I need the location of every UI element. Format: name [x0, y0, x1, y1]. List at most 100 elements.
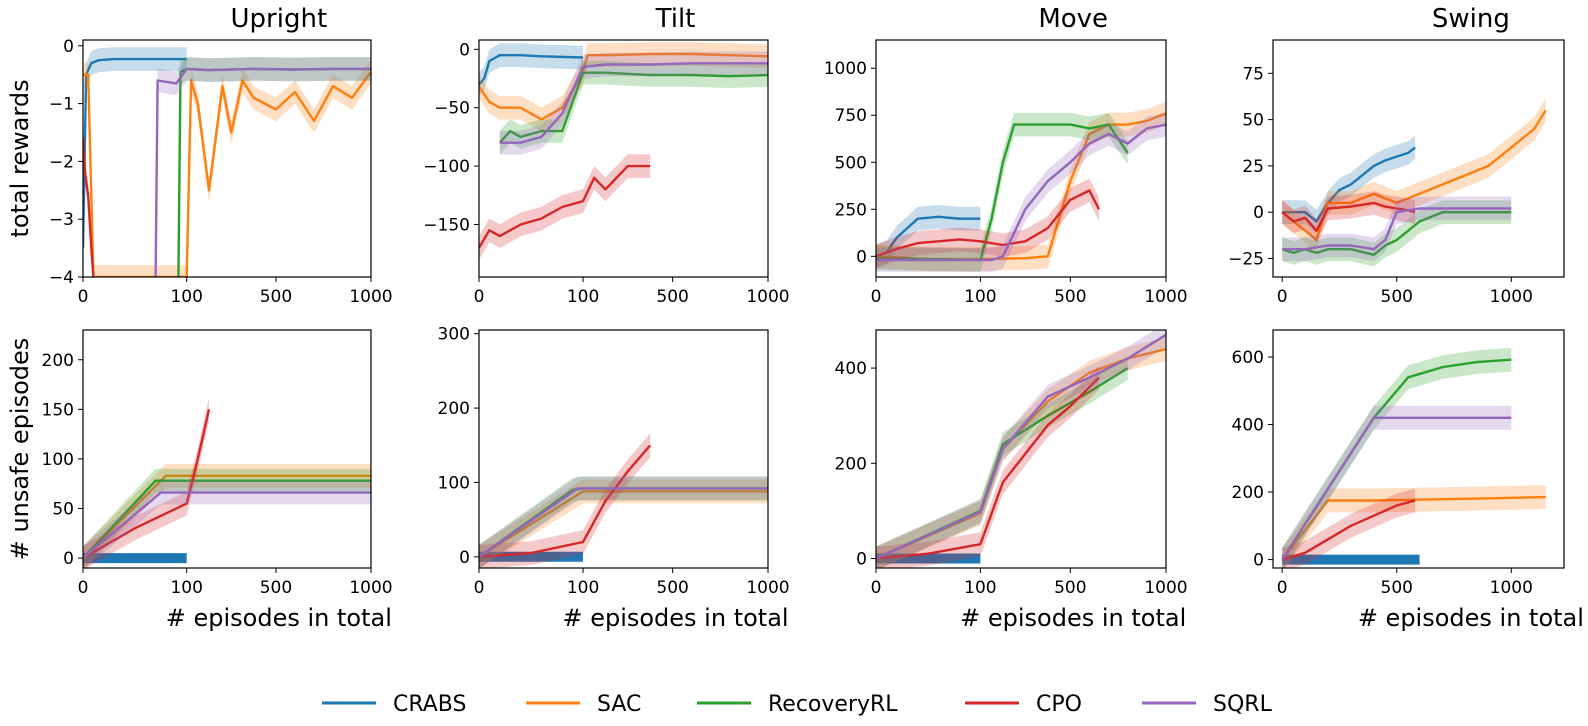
- series-cpo: [83, 409, 211, 560]
- y-tick-label: 400: [1232, 416, 1264, 436]
- x-tick-label: 1000: [1144, 287, 1187, 307]
- band-recoveryrl: [499, 60, 768, 155]
- y-axis-label: total rewards: [6, 79, 34, 237]
- band-sac: [1282, 98, 1546, 252]
- y-tick-label: 50: [52, 500, 74, 520]
- series-recoveryrl: [1281, 358, 1512, 561]
- series-cpo: [876, 189, 1101, 258]
- panel-7: 0 100 500 1000 0 200 400 # episodes in total: [835, 329, 1188, 632]
- series-cpo: [479, 444, 652, 558]
- y-tick-label: −4: [49, 268, 74, 288]
- series-recoveryrl: [83, 479, 371, 559]
- y-axis-label: # unsafe episodes: [6, 338, 34, 561]
- plot-area: [1281, 98, 1547, 267]
- y-tick-label: 0: [459, 40, 470, 60]
- y-tick-label: 750: [835, 106, 867, 126]
- x-tick-label: 100: [964, 578, 996, 598]
- x-tick-label: 1000: [1490, 578, 1533, 598]
- y-tick-label: −150: [423, 215, 470, 235]
- x-tick-label: 0: [78, 578, 89, 598]
- x-tick-label: 500: [656, 287, 688, 307]
- y-tick-label: 75: [1242, 64, 1264, 84]
- x-axis-label: # episodes in total: [1358, 604, 1584, 632]
- series-crabs: [1282, 146, 1416, 223]
- legend-label-recoveryrl: RecoveryRL: [768, 692, 898, 717]
- series-cpo: [83, 138, 95, 277]
- x-tick-label: 100: [567, 578, 599, 598]
- series-sqrl: [479, 487, 768, 558]
- x-tick-label: 1000: [746, 287, 789, 307]
- series-cpo: [479, 164, 651, 249]
- y-tick-label: 0: [856, 247, 867, 267]
- axes-frame: [875, 329, 1167, 569]
- x-tick-label: 100: [170, 578, 202, 598]
- band-sac: [83, 463, 371, 568]
- y-tick-label: 200: [42, 351, 74, 371]
- x-tick-label: 100: [170, 287, 202, 307]
- panel-2: 0 100 500 1000 0 −50 −100 −150 Tilt: [423, 4, 789, 307]
- series-sqrl: [876, 123, 1166, 262]
- y-tick-label: 0: [856, 549, 867, 569]
- band-recoveryrl: [876, 356, 1128, 568]
- legend-label-crabs: CRABS: [393, 692, 466, 717]
- panel-3: 0 100 500 1000 0 250 500 750 1000 Move: [824, 4, 1188, 307]
- x-tick-label: 0: [474, 287, 485, 307]
- x-tick-label: 500: [260, 287, 292, 307]
- series-sqrl: [876, 333, 1166, 560]
- x-tick-label: 0: [474, 578, 485, 598]
- series-sqrl: [1282, 207, 1512, 251]
- band-recoveryrl: [178, 57, 371, 277]
- x-tick-label: 0: [871, 578, 882, 598]
- band-sqrl: [83, 480, 371, 568]
- legend-label-cpo: CPO: [1036, 692, 1082, 717]
- x-tick-label: 1000: [1490, 287, 1533, 307]
- panel-4: 0 500 1000 −25 0 25 50 75 Swing: [1228, 4, 1565, 307]
- y-tick-label: 100: [438, 473, 470, 493]
- x-tick-label: 1000: [349, 287, 392, 307]
- y-tick-label: 100: [42, 450, 74, 470]
- series-sqrl: [499, 62, 768, 144]
- x-tick-label: 1000: [349, 578, 392, 598]
- y-tick-label: −2: [49, 152, 74, 172]
- axes-frame: [875, 39, 1167, 278]
- band-sqrl: [155, 57, 371, 277]
- series-sqrl: [154, 67, 371, 277]
- series-sac: [479, 490, 768, 558]
- y-tick-label: −25: [1228, 249, 1264, 269]
- y-tick-label: 400: [835, 359, 867, 379]
- x-tick-label: 0: [1277, 578, 1288, 598]
- series-cpo: [1281, 201, 1416, 232]
- x-tick-label: 0: [871, 287, 882, 307]
- y-tick-label: −50: [434, 99, 470, 119]
- y-tick-label: 250: [835, 200, 867, 220]
- plot-area: [83, 397, 371, 568]
- band-crabs: [83, 47, 187, 260]
- series-cpo: [876, 376, 1100, 560]
- panel-title: Move: [1038, 4, 1108, 34]
- x-tick-label: 500: [1054, 578, 1086, 598]
- x-tick-label: 500: [656, 578, 688, 598]
- axes-frame: [1272, 329, 1565, 569]
- panel-8: 0 500 1000 0 200 400 600 # episodes in total: [1232, 329, 1584, 632]
- x-tick-label: 1000: [746, 578, 789, 598]
- y-tick-label: 200: [835, 454, 867, 474]
- panel-title: Swing: [1432, 4, 1510, 34]
- y-tick-label: 600: [1232, 348, 1264, 368]
- panel-5: 0 100 500 1000 0 50 100 150 200 # episodes in tot…: [6, 329, 393, 632]
- plot-area: [1281, 347, 1546, 568]
- band-sac: [1282, 485, 1546, 568]
- x-tick-label: 500: [1054, 287, 1086, 307]
- series-sqrl: [1281, 416, 1512, 561]
- band-sac: [876, 101, 1166, 271]
- y-tick-label: −3: [49, 210, 74, 230]
- legend: CRABS SAC RecoveryRL CPO SQRL: [322, 692, 1273, 717]
- x-tick-label: 500: [1381, 287, 1413, 307]
- panel-title: Tilt: [655, 4, 696, 34]
- axes-frame: [1272, 39, 1565, 278]
- x-tick-label: 0: [1277, 287, 1288, 307]
- plot-area: [479, 433, 768, 568]
- y-tick-label: 150: [42, 400, 74, 420]
- panel-6: 0 100 500 1000 0 100 200 300 # episodes in total: [438, 325, 790, 632]
- series-sac: [83, 474, 371, 559]
